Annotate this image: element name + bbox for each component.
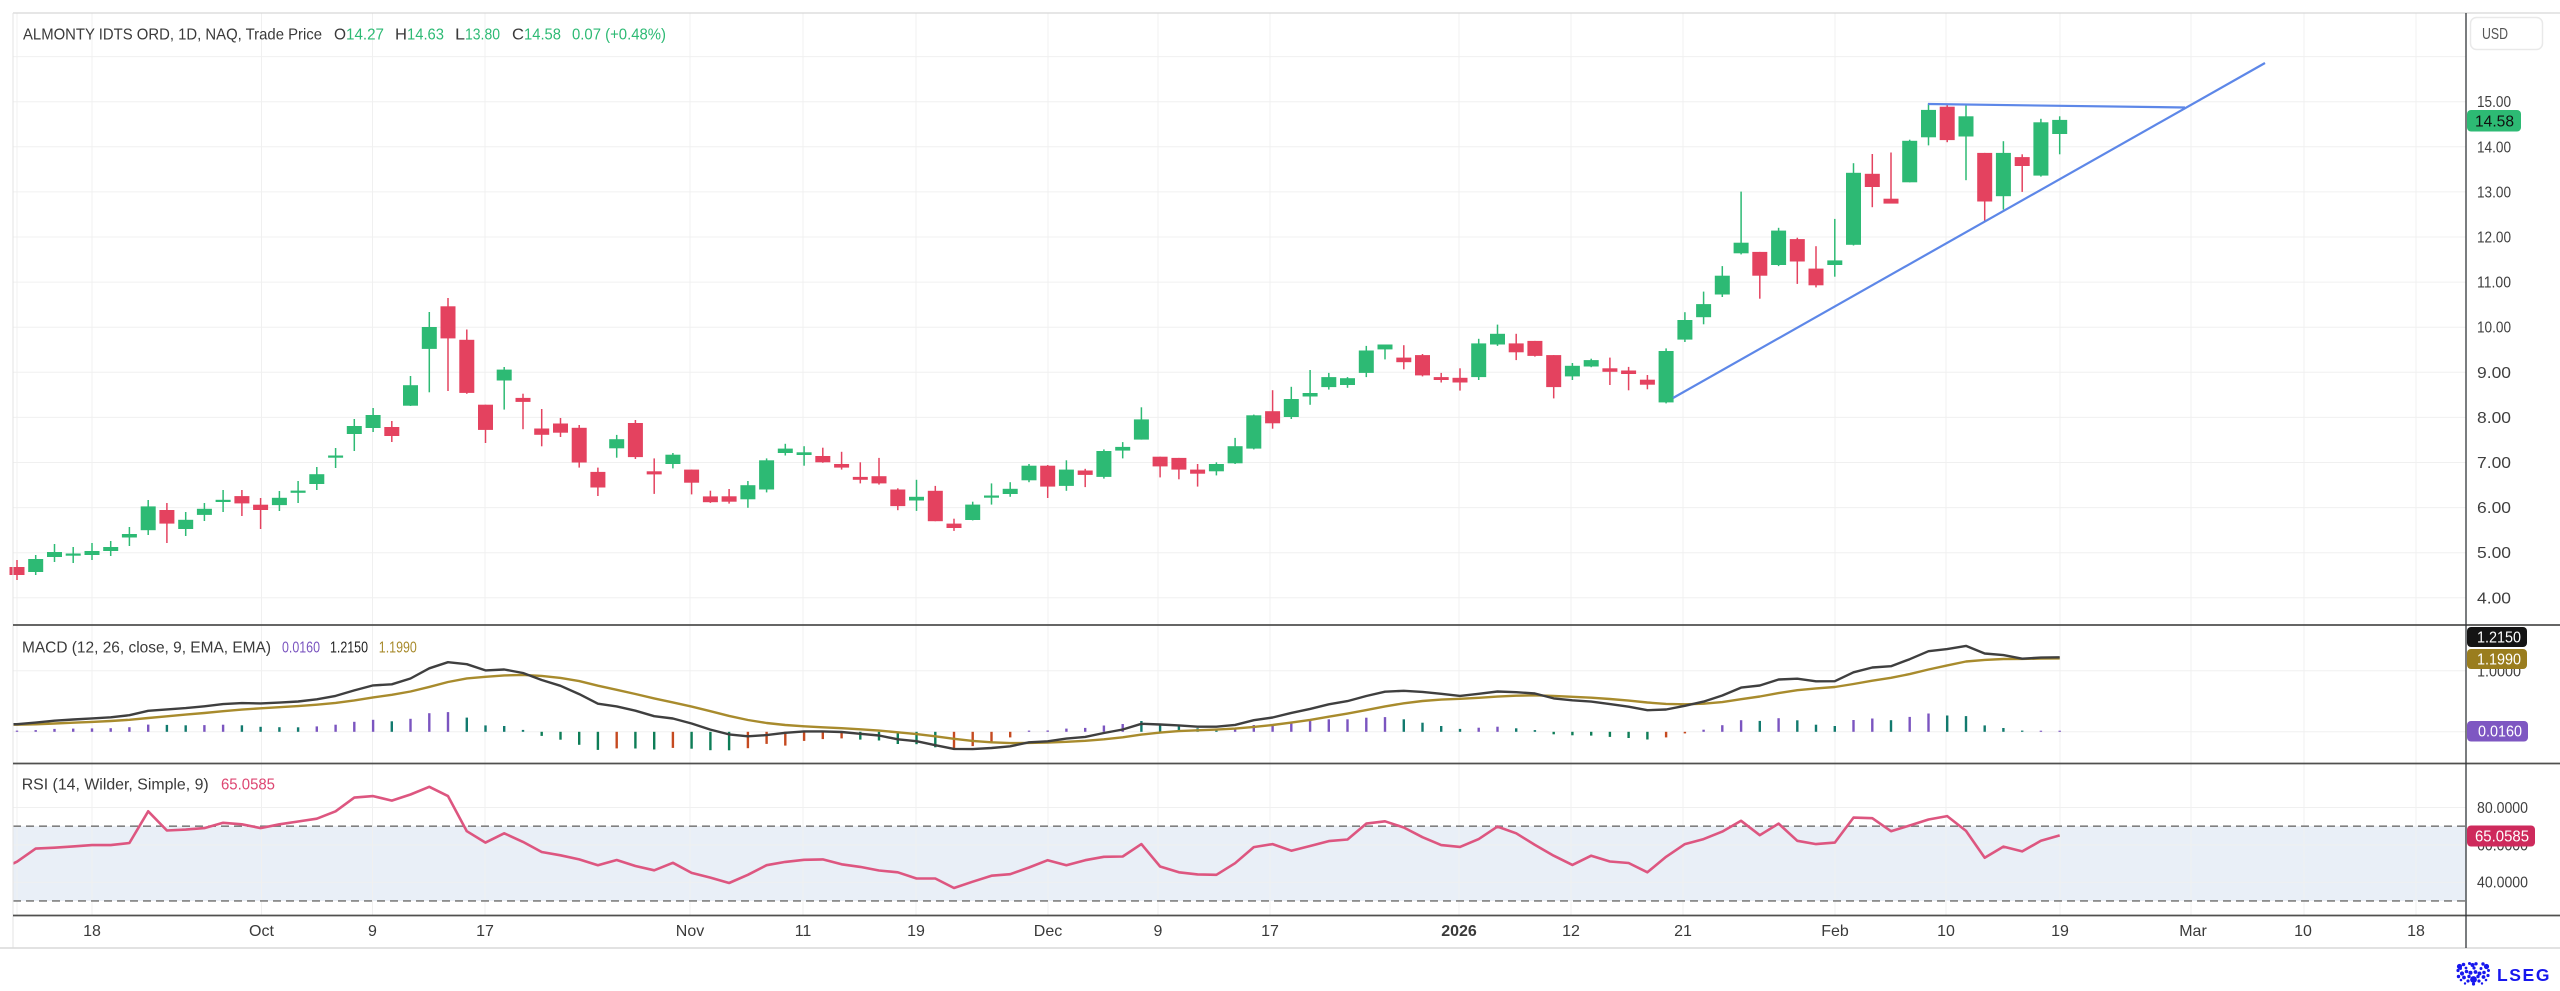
svg-text:65.0585: 65.0585 — [2475, 829, 2529, 846]
svg-text:9: 9 — [368, 923, 377, 940]
svg-text:19: 19 — [907, 923, 925, 940]
svg-text:14.58: 14.58 — [524, 27, 561, 44]
svg-text:40.0000: 40.0000 — [2477, 875, 2528, 892]
svg-text:15.00: 15.00 — [2477, 94, 2511, 111]
svg-text:7.00: 7.00 — [2477, 455, 2511, 472]
svg-text:10: 10 — [1937, 923, 1955, 940]
svg-text:9.00: 9.00 — [2477, 365, 2511, 382]
svg-text:0.0160: 0.0160 — [282, 640, 320, 657]
svg-text:ALMONTY IDTS ORD, 1D, NAQ, Tra: ALMONTY IDTS ORD, 1D, NAQ, Trade Price — [23, 27, 322, 44]
svg-text:12.00: 12.00 — [2477, 230, 2511, 247]
svg-text:80.0000: 80.0000 — [2477, 800, 2528, 817]
svg-text:USD: USD — [2482, 26, 2508, 43]
svg-text:65.0585: 65.0585 — [221, 777, 275, 794]
svg-text:8.00: 8.00 — [2477, 410, 2511, 427]
svg-text:5.00: 5.00 — [2477, 545, 2511, 562]
svg-text:2026: 2026 — [1441, 923, 1477, 940]
svg-text:12: 12 — [1562, 923, 1580, 940]
svg-text:0.07 (+0.48%): 0.07 (+0.48%) — [572, 27, 666, 44]
svg-text:4.00: 4.00 — [2477, 590, 2511, 607]
svg-text:13.80: 13.80 — [465, 27, 500, 44]
svg-text:14.63: 14.63 — [407, 27, 444, 44]
svg-text:10.00: 10.00 — [2477, 320, 2511, 337]
svg-text:1.2150: 1.2150 — [2477, 630, 2521, 647]
svg-text:21: 21 — [1674, 923, 1692, 940]
svg-text:Oct: Oct — [249, 923, 274, 940]
svg-text:14.27: 14.27 — [346, 27, 384, 44]
svg-text:18: 18 — [83, 923, 101, 940]
svg-text:H: H — [395, 27, 407, 44]
svg-text:1.1990: 1.1990 — [379, 640, 417, 657]
svg-text:13.00: 13.00 — [2477, 184, 2511, 201]
svg-text:11: 11 — [795, 923, 812, 940]
svg-text:18: 18 — [2407, 923, 2425, 940]
svg-text:Nov: Nov — [676, 923, 704, 940]
svg-text:L: L — [455, 27, 465, 44]
svg-text:14.58: 14.58 — [2475, 114, 2514, 131]
svg-text:6.00: 6.00 — [2477, 500, 2511, 517]
svg-text:C: C — [512, 27, 524, 44]
svg-text:11.00: 11.00 — [2477, 275, 2511, 292]
svg-text:0.0160: 0.0160 — [2478, 724, 2522, 741]
svg-text:O: O — [334, 27, 346, 44]
svg-text:LSEG: LSEG — [2497, 965, 2551, 985]
svg-text:Mar: Mar — [2179, 923, 2207, 940]
svg-text:MACD (12, 26, close, 9, EMA, E: MACD (12, 26, close, 9, EMA, EMA) — [22, 640, 271, 657]
svg-text:1.1990: 1.1990 — [2477, 652, 2521, 669]
svg-text:14.00: 14.00 — [2477, 139, 2511, 156]
svg-text:Feb: Feb — [1821, 923, 1849, 940]
svg-text:17: 17 — [1261, 923, 1279, 940]
svg-text:19: 19 — [2051, 923, 2069, 940]
svg-text:17: 17 — [476, 923, 494, 940]
svg-text:10: 10 — [2294, 923, 2312, 940]
svg-text:RSI (14, Wilder, Simple, 9): RSI (14, Wilder, Simple, 9) — [22, 777, 209, 794]
svg-text:1.2150: 1.2150 — [330, 640, 368, 657]
svg-text:9: 9 — [1154, 923, 1163, 940]
svg-text:Dec: Dec — [1034, 923, 1062, 940]
